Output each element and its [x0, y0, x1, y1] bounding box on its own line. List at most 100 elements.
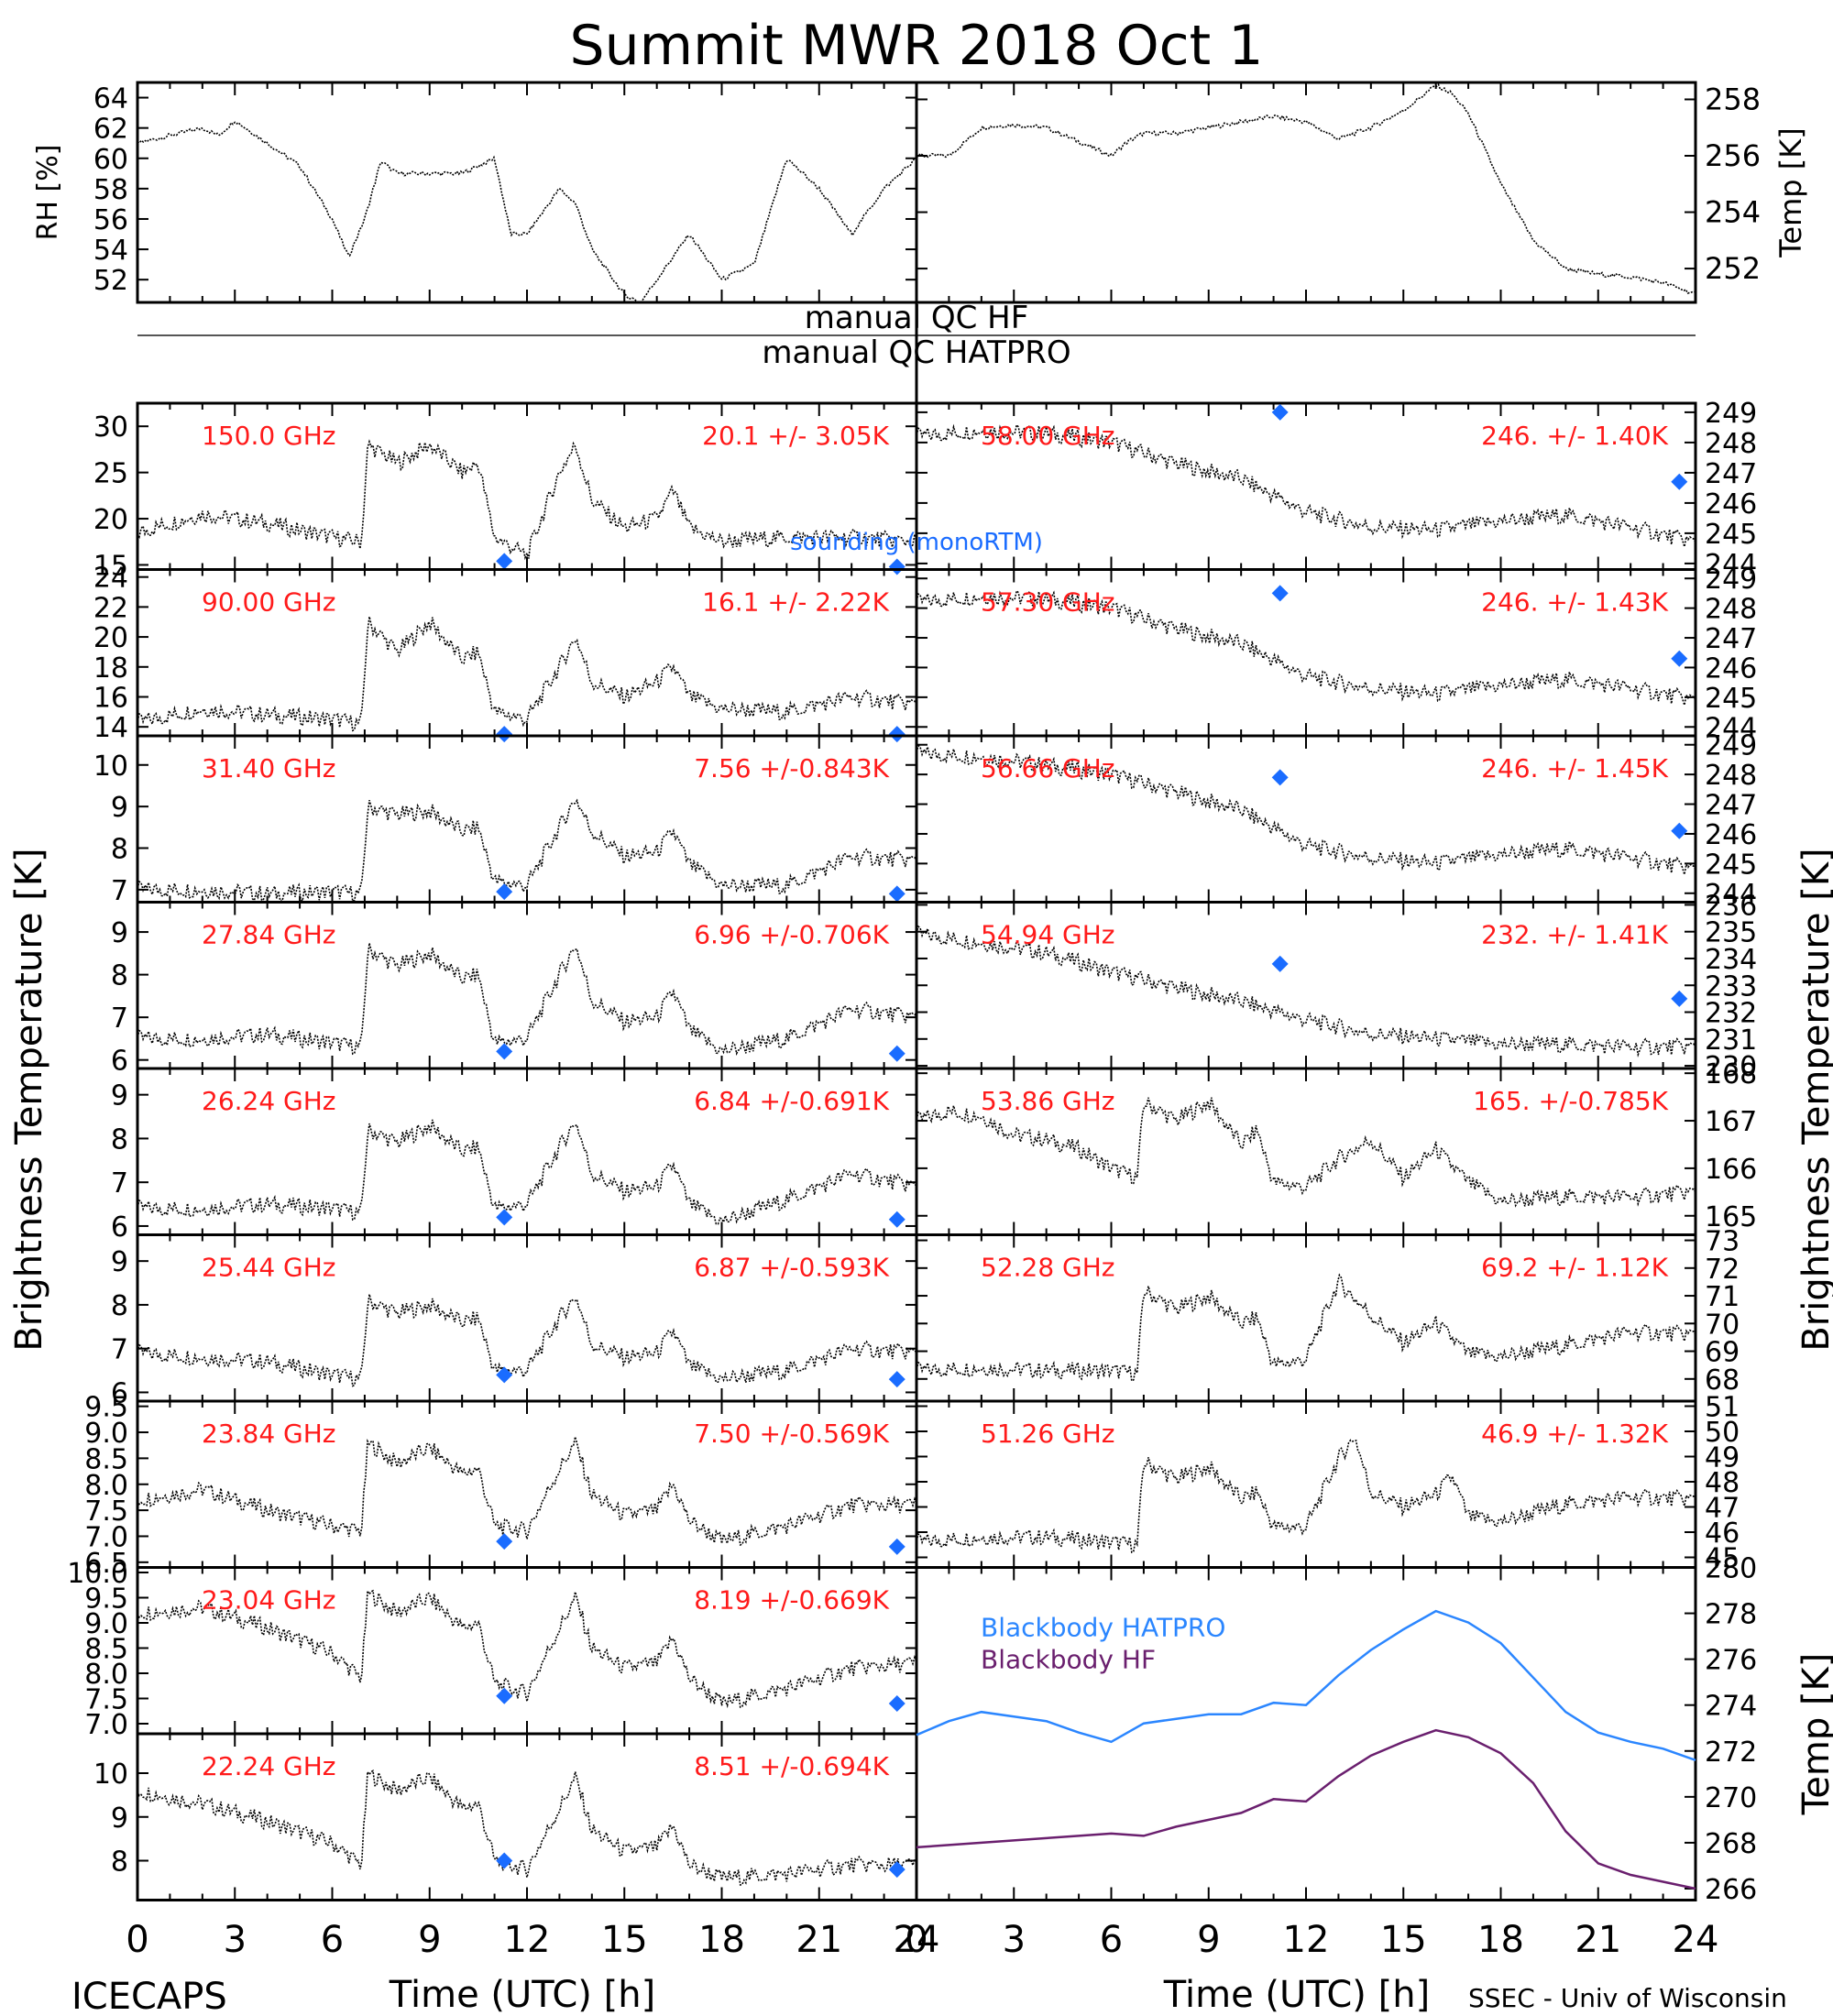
- y-tick-label: 73: [1705, 1226, 1740, 1258]
- y-tick-label: 6: [111, 1377, 128, 1409]
- ch-23-84-trace: [137, 1436, 917, 1547]
- y-tick-label: 62: [93, 114, 128, 146]
- x-tick-label-right: 6: [1100, 1919, 1123, 1961]
- channel-stat: 8.19 +/-0.669K: [694, 1585, 889, 1616]
- y-tick-label: 6.5: [84, 1548, 128, 1580]
- y-tick-label: 233: [1705, 970, 1757, 1003]
- channel-label: 56.66 GHz: [981, 753, 1115, 783]
- sounding-marker: [1671, 650, 1688, 667]
- y-tick-label: 9: [111, 792, 128, 824]
- channel-label: 53.86 GHz: [981, 1086, 1115, 1116]
- y-tick-label: 232: [1705, 998, 1757, 1030]
- y-tick-label: 247: [1705, 623, 1757, 655]
- channel-label: 90.00 GHz: [202, 587, 336, 618]
- y-tick-label: 234: [1705, 944, 1757, 976]
- channel-stat: 69.2 +/- 1.12K: [1481, 1253, 1668, 1283]
- sounding-marker: [496, 1209, 513, 1226]
- x-tick-label-right: 18: [1477, 1919, 1524, 1961]
- y-tick-label: 230: [1705, 1051, 1757, 1083]
- rh-trace: [137, 121, 917, 303]
- y-tick-label: 45: [1705, 1543, 1740, 1575]
- y-tick-label: 7: [111, 875, 128, 907]
- y-tick-label: 248: [1705, 594, 1757, 626]
- page-title: Summit MWR 2018 Oct 1: [570, 14, 1264, 78]
- y-tick-label: 268: [1705, 1828, 1757, 1860]
- ch-27-trace: [137, 942, 917, 1056]
- right-ylabel: Brightness Temperature [K]: [1795, 848, 1833, 1351]
- channel-stat: 246. +/- 1.45K: [1481, 753, 1668, 783]
- y-tick-label: 56: [93, 204, 128, 236]
- channel-stat: 16.1 +/- 2.22K: [702, 587, 889, 618]
- y-tick-label: 50: [1705, 1417, 1740, 1449]
- y-tick-label: 9.5: [84, 1583, 128, 1616]
- sounding-marker: [888, 1538, 906, 1555]
- x-tick-label-left: 9: [418, 1919, 441, 1961]
- channel-label: 23.84 GHz: [202, 1419, 336, 1449]
- y-tick-label: 58: [93, 174, 128, 206]
- y-tick-label: 20: [93, 622, 128, 654]
- y-tick-label: 8.0: [84, 1659, 128, 1691]
- y-tick-label: 7: [111, 1167, 128, 1200]
- blackbody-series-line: [916, 1609, 1696, 1761]
- sounding-marker: [496, 726, 513, 743]
- y-tick-label: 48: [1705, 1467, 1740, 1499]
- y-tick-label: 8: [111, 834, 128, 866]
- y-tick-label: 22: [93, 592, 128, 624]
- y-tick-label: 49: [1705, 1442, 1740, 1474]
- y-tick-label: 9: [111, 1080, 128, 1112]
- x-axis-label-left: Time (UTC) [h]: [389, 1974, 655, 2016]
- ch-52-trace: [916, 1273, 1696, 1383]
- x-tick-label-left: 12: [504, 1919, 551, 1961]
- x-tick-label-left: 15: [601, 1919, 648, 1961]
- y-tick-label: 46: [1705, 1517, 1740, 1550]
- sounding-marker: [1671, 822, 1688, 839]
- channel-stat: 232. +/- 1.41K: [1481, 920, 1668, 950]
- channel-label: 52.28 GHz: [981, 1253, 1115, 1283]
- sounding-marker: [888, 1211, 906, 1228]
- y-tick-label: 8: [111, 1123, 128, 1156]
- y-tick-label: 70: [1705, 1309, 1740, 1341]
- y-tick-label: 16: [93, 682, 128, 714]
- y-tick-label: 270: [1705, 1782, 1757, 1814]
- channel-stat: 165. +/-0.785K: [1473, 1086, 1668, 1116]
- sounding-marker: [496, 553, 513, 570]
- y-tick-label: 245: [1705, 849, 1757, 881]
- blackbody-series-line: [916, 1728, 1696, 1890]
- y-tick-label: 15: [93, 550, 128, 582]
- sounding-marker: [496, 1687, 513, 1704]
- sounding-marker: [888, 1861, 906, 1879]
- rh-frame: [136, 81, 918, 304]
- x-tick-label-right: 15: [1380, 1919, 1427, 1961]
- sounding-marker: [888, 558, 906, 575]
- y-tick-label: 166: [1705, 1154, 1757, 1186]
- channel-label: 31.40 GHz: [202, 753, 336, 783]
- ch-22-24-trace: [137, 1769, 917, 1886]
- channel-stat: 20.1 +/- 3.05K: [702, 421, 889, 451]
- legend-bb-hf: Blackbody HF: [981, 1645, 1156, 1675]
- y-tick-label: 168: [1705, 1058, 1757, 1090]
- channel-stat: 246. +/- 1.43K: [1481, 587, 1668, 618]
- y-tick-label: 9: [111, 1802, 128, 1835]
- sounding-marker: [1271, 403, 1289, 421]
- y-tick-label: 6: [111, 1211, 128, 1244]
- y-tick-label: 235: [1705, 917, 1757, 949]
- x-tick-label-left: 24: [894, 1919, 940, 1961]
- x-tick-label-left: 0: [126, 1919, 148, 1961]
- y-tick-label: 10.0: [67, 1558, 128, 1590]
- x-tick-label-left: 21: [796, 1919, 842, 1961]
- y-tick-label: 51: [1705, 1392, 1740, 1424]
- channel-label: 54.94 GHz: [981, 920, 1115, 950]
- x-tick-label-right: 21: [1575, 1919, 1621, 1961]
- y-tick-label: 272: [1705, 1737, 1757, 1769]
- sounding-marker: [888, 1371, 906, 1388]
- qc-hf-label: manual QC HF: [805, 300, 1029, 336]
- y-tick-label: 244: [1705, 879, 1757, 911]
- channel-stat: 7.56 +/-0.843K: [694, 753, 889, 783]
- y-tick-label: 8: [111, 1290, 128, 1322]
- x-tick-label-right: 9: [1197, 1919, 1220, 1961]
- y-tick-label: 60: [93, 144, 128, 176]
- y-tick-label: 246: [1705, 652, 1757, 685]
- y-tick-label: 47: [1705, 1493, 1740, 1525]
- y-tick-label: 8.5: [84, 1634, 128, 1666]
- y-tick-label: 9.5: [84, 1392, 128, 1424]
